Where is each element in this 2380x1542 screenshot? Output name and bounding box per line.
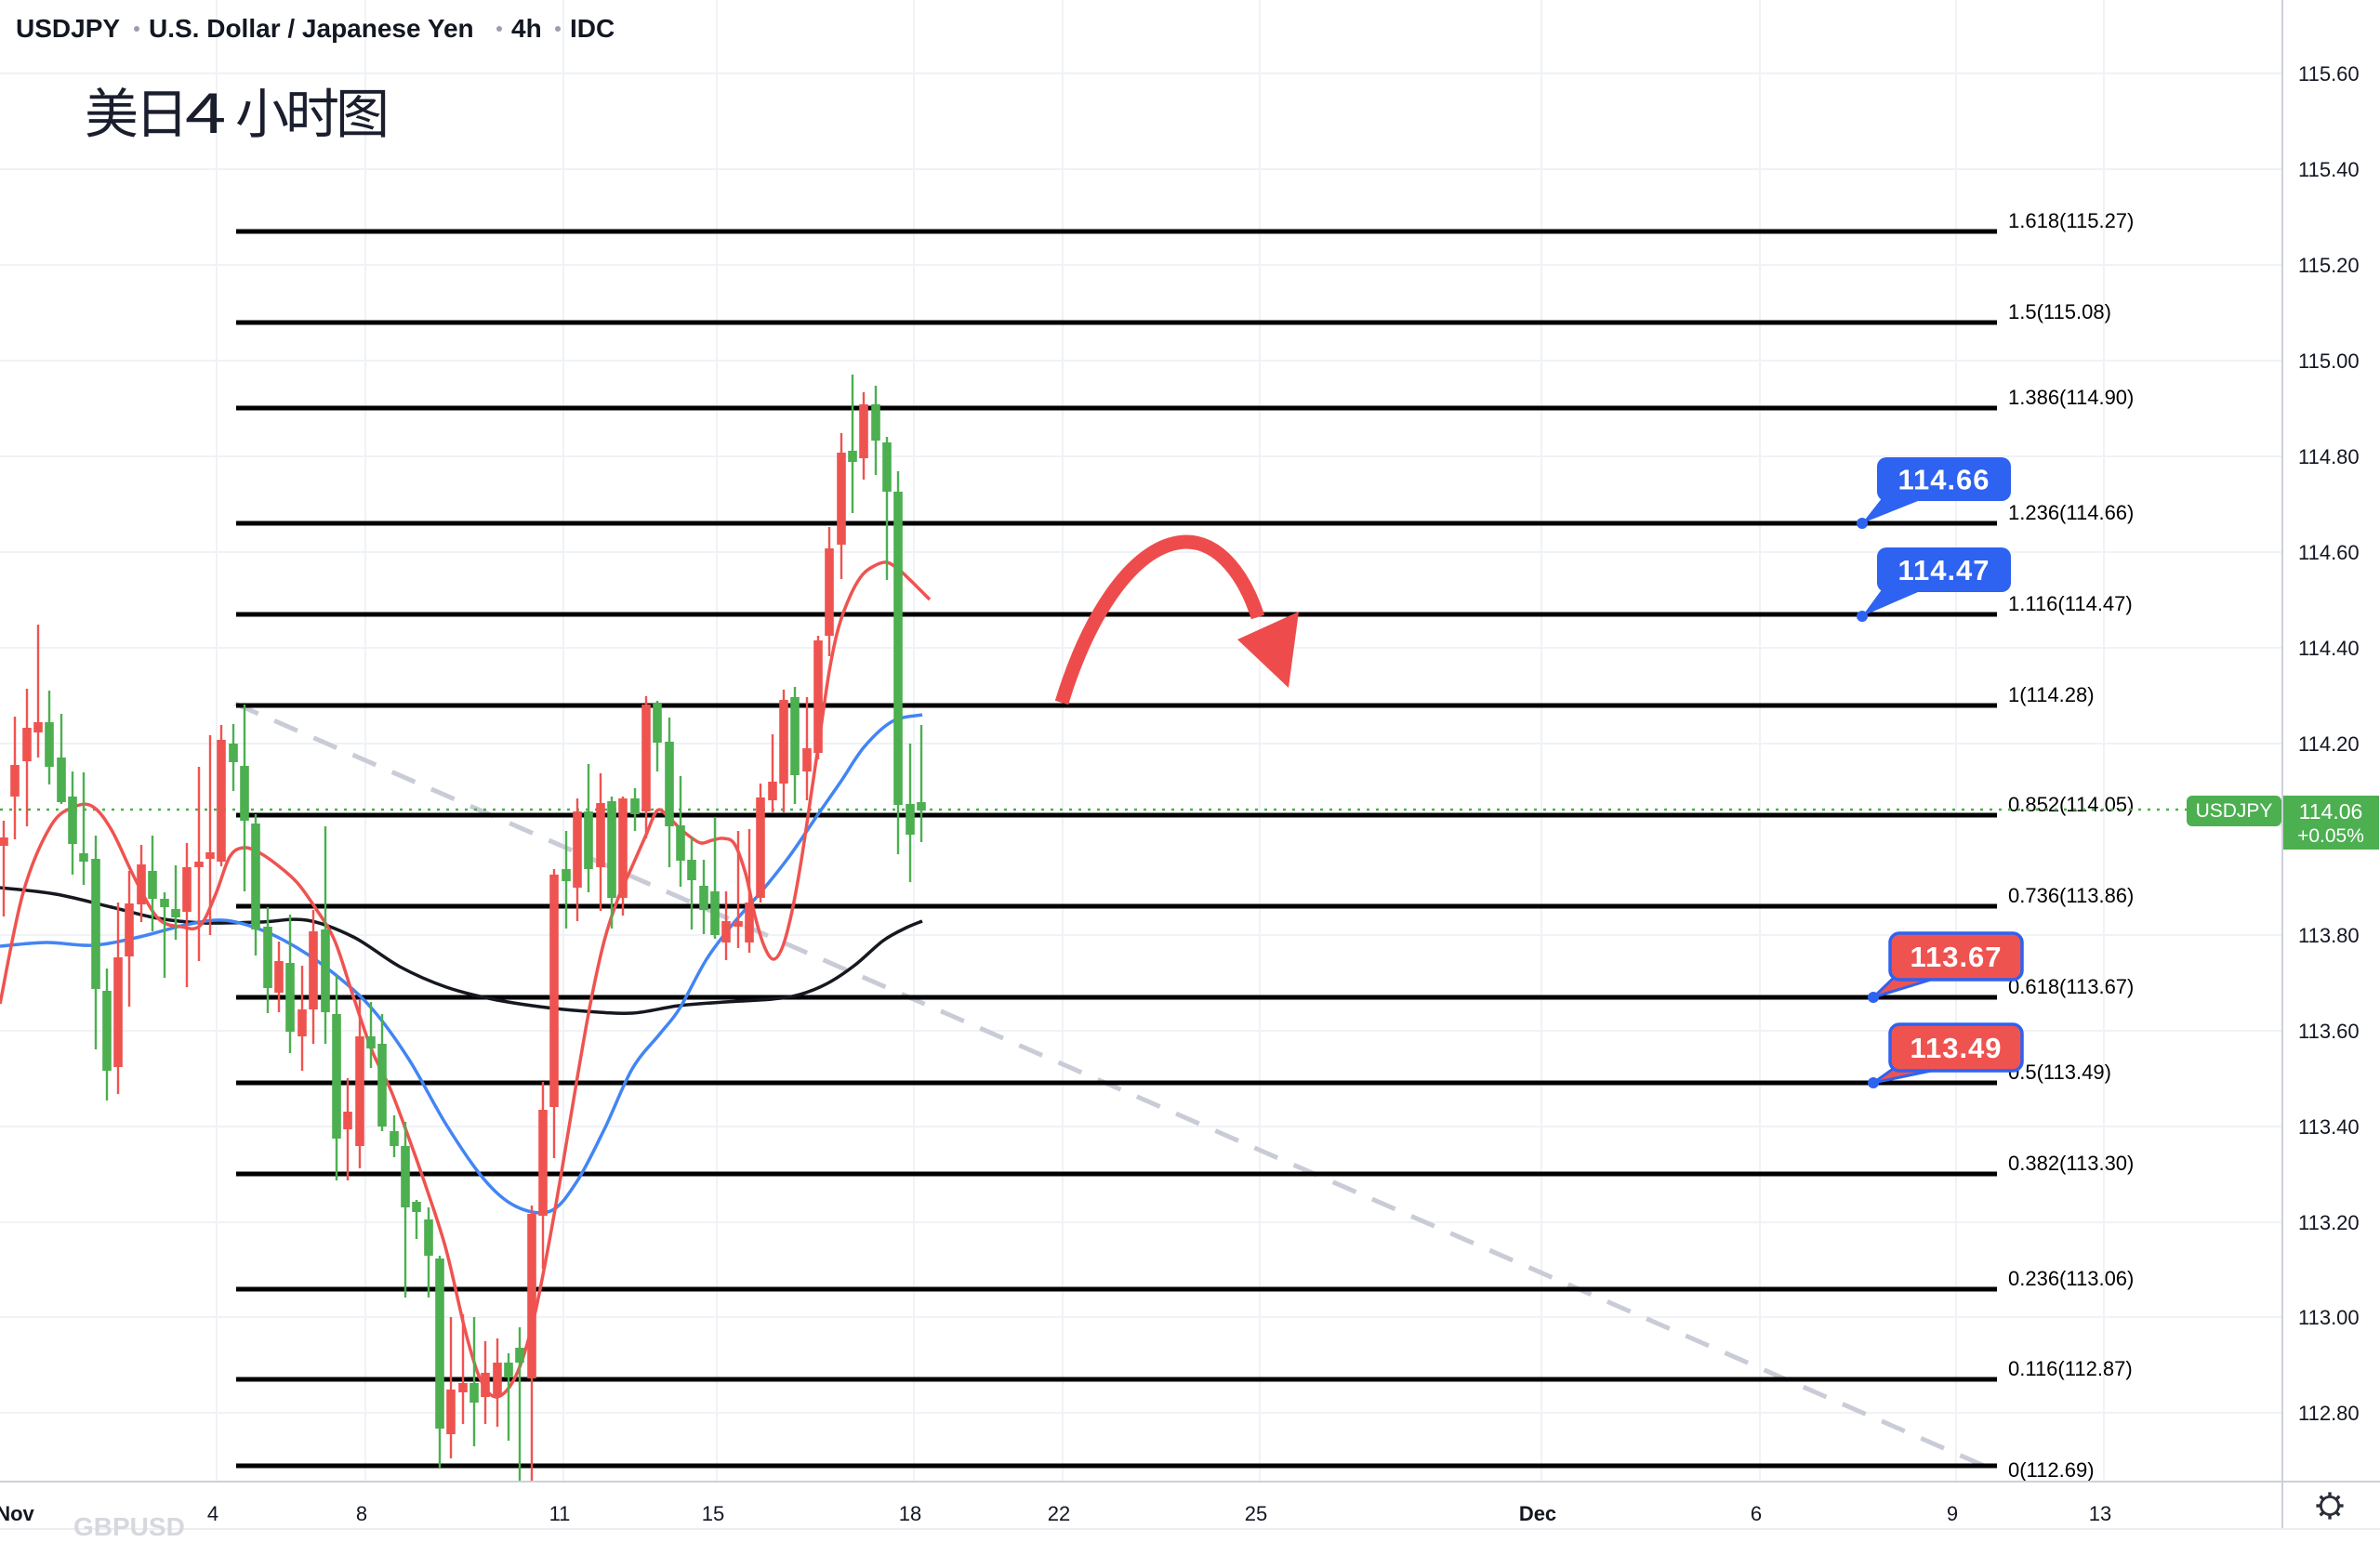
- svg-text:0.736(113.86): 0.736(113.86): [2008, 884, 2134, 907]
- svg-text:115.00: 115.00: [2298, 349, 2360, 373]
- svg-text:113.20: 113.20: [2298, 1211, 2360, 1234]
- svg-text:114.20: 114.20: [2298, 732, 2360, 756]
- svg-text:Dec: Dec: [1519, 1502, 1556, 1525]
- svg-text:18: 18: [899, 1502, 921, 1525]
- svg-text:GBPUSD: GBPUSD: [73, 1512, 185, 1541]
- svg-text:114.60: 114.60: [2298, 541, 2360, 564]
- svg-text:113.40: 113.40: [2298, 1115, 2360, 1139]
- svg-text:+0.05%: +0.05%: [2297, 825, 2364, 847]
- svg-text:11: 11: [549, 1502, 571, 1525]
- svg-text:115.40: 115.40: [2298, 158, 2360, 181]
- svg-text:114.80: 114.80: [2298, 445, 2360, 468]
- svg-text:IDC: IDC: [570, 14, 615, 43]
- svg-text:1.116(114.47): 1.116(114.47): [2008, 592, 2133, 615]
- svg-text:4: 4: [207, 1502, 218, 1525]
- svg-text:15: 15: [702, 1502, 724, 1525]
- svg-text:6: 6: [1751, 1502, 1762, 1525]
- svg-text:4h: 4h: [511, 14, 542, 43]
- svg-text:0.5(113.49): 0.5(113.49): [2008, 1061, 2111, 1084]
- svg-text:114.66: 114.66: [1897, 464, 1990, 496]
- svg-text:22: 22: [1048, 1502, 1070, 1525]
- svg-text:114.06: 114.06: [2299, 799, 2363, 824]
- svg-text:114.40: 114.40: [2298, 637, 2360, 660]
- svg-text:1.5(115.08): 1.5(115.08): [2008, 300, 2111, 323]
- svg-text:113.49: 113.49: [1910, 1032, 2002, 1064]
- svg-text:0(112.69): 0(112.69): [2008, 1458, 2095, 1482]
- svg-text:1.236(114.66): 1.236(114.66): [2008, 501, 2134, 524]
- svg-text:1.386(114.90): 1.386(114.90): [2008, 386, 2134, 409]
- svg-text:0.852(114.05): 0.852(114.05): [2008, 793, 2134, 816]
- svg-text:113.80: 113.80: [2298, 924, 2360, 947]
- svg-text:1(114.28): 1(114.28): [2008, 683, 2095, 706]
- svg-text:0.618(113.67): 0.618(113.67): [2008, 975, 2134, 998]
- svg-text:13: 13: [2089, 1502, 2111, 1525]
- svg-text:25: 25: [1245, 1502, 1267, 1525]
- svg-text:1.618(115.27): 1.618(115.27): [2008, 209, 2134, 232]
- svg-text:113.00: 113.00: [2298, 1306, 2360, 1329]
- svg-text:113.60: 113.60: [2298, 1020, 2360, 1043]
- svg-text:8: 8: [356, 1502, 367, 1525]
- svg-text:USDJPY: USDJPY: [2196, 800, 2273, 822]
- svg-text:113.67: 113.67: [1910, 941, 2002, 973]
- svg-text:9: 9: [1947, 1502, 1958, 1525]
- svg-text:U.S. Dollar / Japanese Yen: U.S. Dollar / Japanese Yen: [149, 14, 474, 43]
- svg-text:115.20: 115.20: [2298, 254, 2360, 277]
- svg-text:0.236(113.06): 0.236(113.06): [2008, 1267, 2134, 1290]
- svg-text:115.60: 115.60: [2298, 62, 2360, 86]
- svg-text:USDJPY: USDJPY: [16, 14, 120, 43]
- svg-text:0.116(112.87): 0.116(112.87): [2008, 1357, 2133, 1380]
- svg-text:112.80: 112.80: [2298, 1402, 2360, 1425]
- svg-text:0.382(113.30): 0.382(113.30): [2008, 1152, 2134, 1175]
- svg-text:114.47: 114.47: [1897, 554, 1990, 586]
- svg-text:Nov: Nov: [0, 1502, 35, 1525]
